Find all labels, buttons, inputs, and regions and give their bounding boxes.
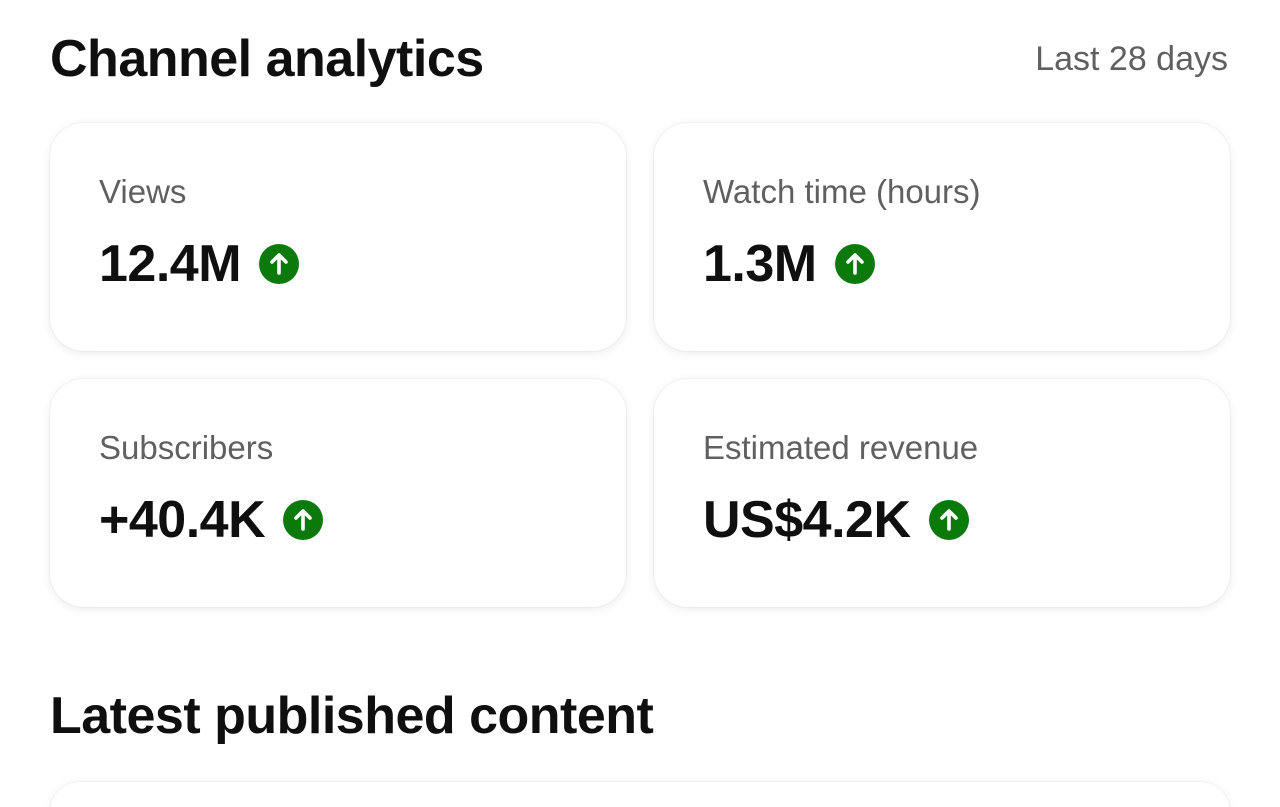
metric-value-row: US$4.2K	[703, 494, 1230, 546]
latest-content-card[interactable]	[50, 782, 1230, 807]
metric-value-row: +40.4K	[99, 494, 626, 546]
metric-label: Estimated revenue	[703, 429, 979, 466]
up-arrow-icon	[259, 244, 300, 284]
metric-value-row: 1.3M	[703, 238, 1230, 290]
metric-value: +40.4K	[99, 491, 266, 549]
up-arrow-icon	[283, 500, 324, 540]
analytics-header: Channel analytics Last 28 days	[50, 26, 1228, 92]
revenue-card[interactable]: Estimated revenue US$4.2K	[654, 379, 1230, 607]
up-arrow-icon	[834, 244, 875, 284]
period-label[interactable]: Last 28 days	[1035, 39, 1228, 78]
metric-label: Watch time (hours)	[703, 173, 981, 210]
latest-content-title: Latest published content	[50, 687, 654, 745]
subscribers-card[interactable]: Subscribers +40.4K	[50, 379, 626, 607]
channel-analytics-title: Channel analytics	[50, 30, 484, 88]
up-arrow-icon	[928, 500, 969, 540]
metric-value-row: 12.4M	[99, 238, 626, 290]
metric-value: US$4.2K	[703, 491, 911, 549]
watch-time-card[interactable]: Watch time (hours) 1.3M	[654, 123, 1230, 351]
metric-value: 1.3M	[703, 235, 817, 293]
metrics-grid: Views 12.4M Watch time (hours) 1.3M Subs…	[50, 123, 1230, 607]
metric-label: Views	[99, 173, 187, 210]
views-card[interactable]: Views 12.4M	[50, 123, 626, 351]
metric-label: Subscribers	[99, 429, 274, 466]
metric-value: 12.4M	[99, 235, 242, 293]
